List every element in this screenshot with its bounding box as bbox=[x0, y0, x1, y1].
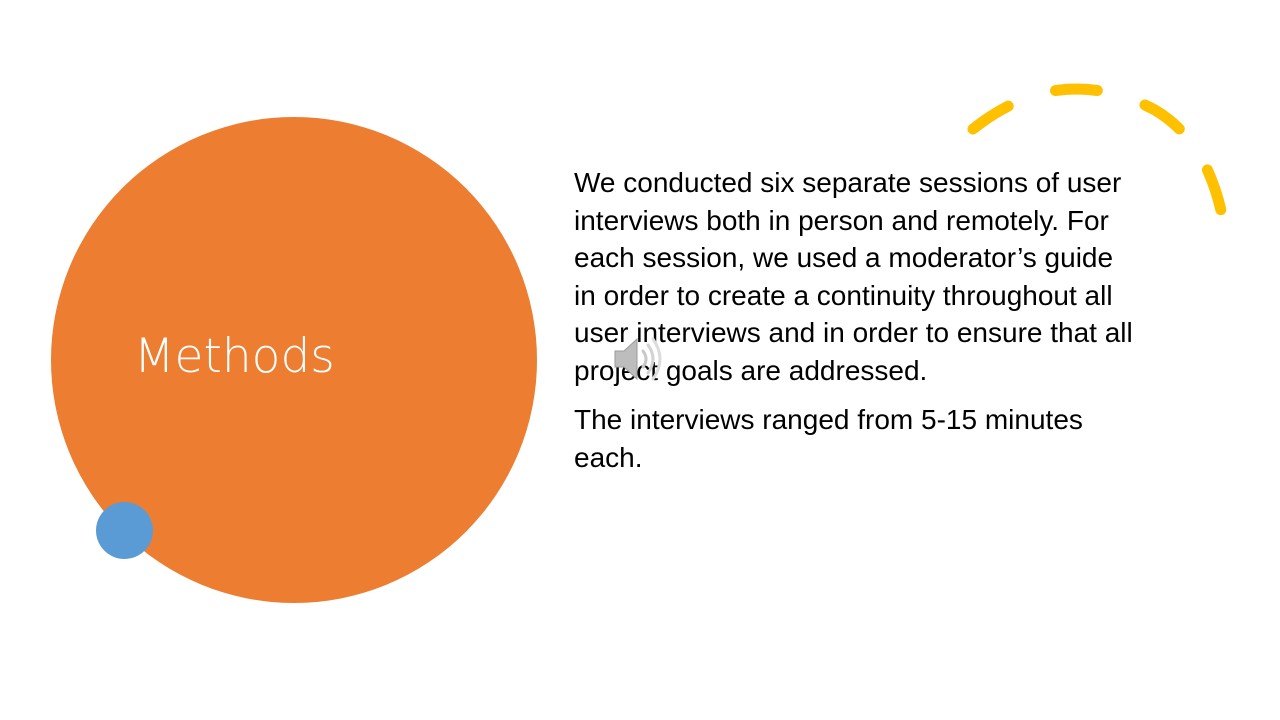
body-paragraph-2: The interviews ranged from 5-15 minutes … bbox=[574, 404, 1083, 473]
dashed-arc-decoration bbox=[967, 83, 1231, 238]
speaker-icon[interactable] bbox=[612, 334, 666, 384]
body-text: We conducted six separate sessions of us… bbox=[574, 164, 1134, 488]
blue-dot-shape bbox=[96, 502, 153, 559]
slide-title: Methods bbox=[134, 329, 335, 384]
body-paragraph-1: We conducted six separate sessions of us… bbox=[574, 167, 1133, 386]
